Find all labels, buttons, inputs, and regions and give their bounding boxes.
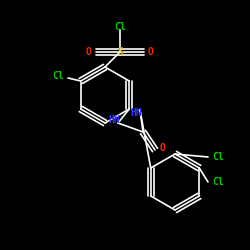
Text: Cl: Cl xyxy=(212,177,224,187)
Text: O: O xyxy=(160,143,166,153)
Text: O: O xyxy=(86,47,92,57)
Text: HN: HN xyxy=(108,115,120,125)
Text: Cl: Cl xyxy=(114,22,126,32)
Text: Cl: Cl xyxy=(52,71,64,81)
Text: S: S xyxy=(117,47,123,57)
Text: HN: HN xyxy=(130,108,142,118)
Text: O: O xyxy=(148,47,154,57)
Text: Cl: Cl xyxy=(212,152,224,162)
